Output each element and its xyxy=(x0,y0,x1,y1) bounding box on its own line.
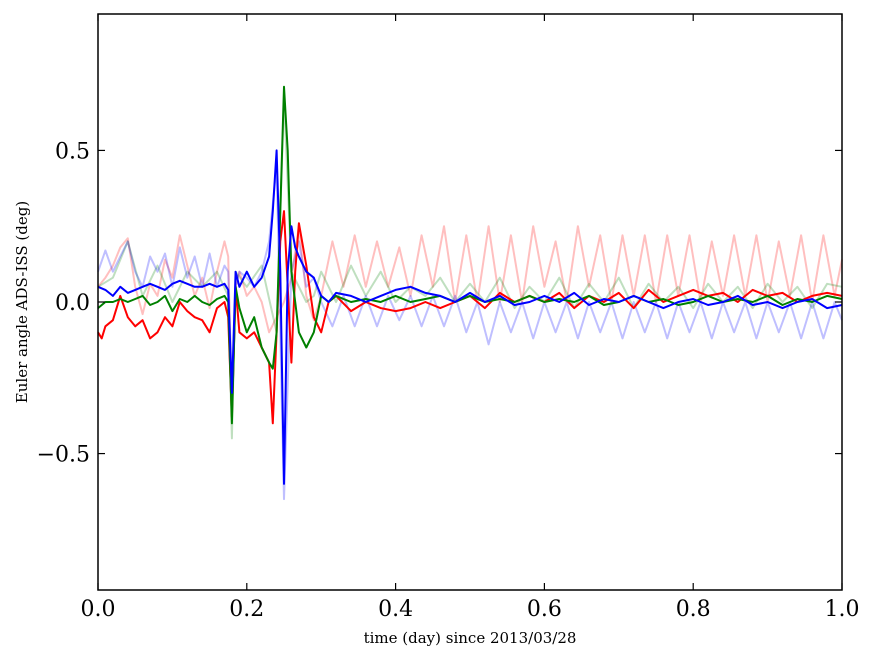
y-tick-label: 0.0 xyxy=(55,291,90,316)
ticks-layer: 0.0 0.2 0.4 0.6 0.8 1.0 0.5 0.0 −0.5 xyxy=(37,14,860,622)
y-tick-label: −0.5 xyxy=(37,443,90,468)
x-tick-label: 1.0 xyxy=(825,597,860,622)
plot-background xyxy=(98,14,842,590)
y-axis-label: Euler angle ADS-ISS (deg) xyxy=(13,201,31,403)
series-line-6 xyxy=(97,149,843,485)
series-line-4 xyxy=(97,210,843,425)
y-tick-label: 0.5 xyxy=(55,139,90,164)
x-tick-label: 0.6 xyxy=(527,597,562,622)
x-tick-label: 0.4 xyxy=(378,597,413,622)
x-tick-label: 0.8 xyxy=(676,597,711,622)
series-line-1 xyxy=(97,225,843,410)
series-layer xyxy=(97,85,843,501)
x-tick-label: 0.0 xyxy=(81,597,116,622)
series-line-3 xyxy=(97,164,843,501)
x-tick-label: 0.2 xyxy=(229,597,264,622)
x-axis-label: time (day) since 2013/03/28 xyxy=(364,629,577,647)
